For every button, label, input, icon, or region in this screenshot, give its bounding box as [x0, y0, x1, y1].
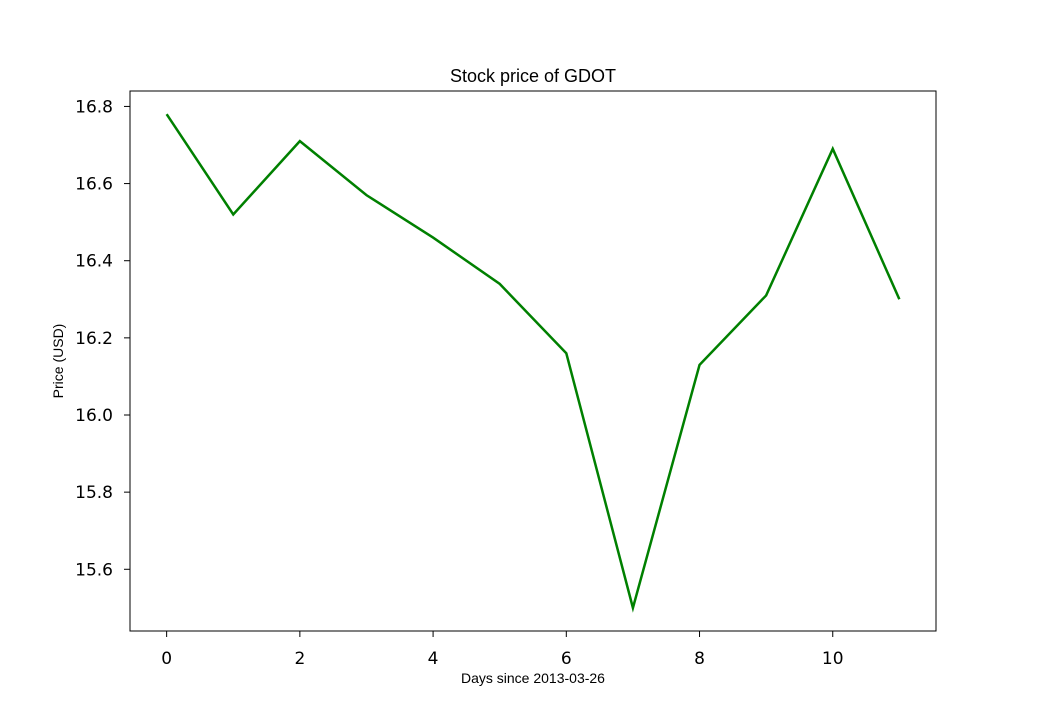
x-axis-label: Days since 2013-03-26 [461, 670, 605, 686]
series-line-0 [165, 113, 901, 613]
y-tick-label-16-2: 16.2 [75, 329, 113, 349]
y-axis-ticks: 15.6 15.8 16.0 16.2 16.4 16.6 16.8 [75, 97, 130, 580]
x-tick-label-8: 8 [694, 649, 705, 669]
series-layer [165, 113, 901, 613]
x-tick-label-6: 6 [561, 649, 572, 669]
x-tick-label-4: 4 [428, 649, 439, 669]
plot-area-frame [129, 90, 937, 632]
y-tick-label-15-6: 15.6 [75, 560, 113, 580]
y-tick-label-16-4: 16.4 [75, 252, 113, 272]
x-tick-label-2: 2 [294, 649, 305, 669]
x-tick-label-0: 0 [161, 649, 172, 669]
y-tick-label-16-6: 16.6 [75, 175, 113, 195]
y-tick-label-15-8: 15.8 [75, 483, 113, 503]
y-axis-label: Price (USD) [50, 324, 66, 399]
chart-title: Stock price of GDOT [450, 66, 616, 86]
y-tick-label-16-0: 16.0 [75, 406, 113, 426]
x-axis-ticks: 0 2 4 6 8 10 [161, 631, 844, 669]
y-tick-label-16-8: 16.8 [75, 97, 113, 117]
x-tick-label-10: 10 [822, 649, 844, 669]
